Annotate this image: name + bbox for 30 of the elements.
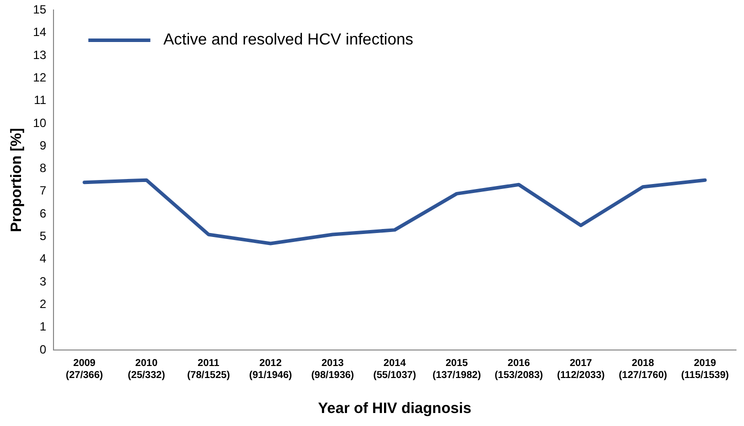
y-tick-label: 0: [40, 342, 47, 356]
y-tick-label: 15: [32, 2, 47, 17]
x-tick-label: 2016 (153/2083): [494, 358, 543, 381]
x-tick-label: 2015 (137/1982): [432, 358, 481, 381]
x-tick-label: 2012 (91/1946): [249, 358, 292, 381]
y-tick-label: 14: [32, 25, 47, 40]
x-tick-label: 2017 (112/2033): [556, 358, 605, 381]
x-tick-label: 2011 (78/1525): [187, 358, 230, 381]
x-tick-label: 2014 (55/1037): [373, 358, 416, 381]
y-tick-label: 7: [40, 184, 47, 198]
y-tick-label: 3: [40, 274, 47, 288]
x-axis-title: Year of HIV diagnosis: [318, 400, 472, 418]
x-tick-label: 2009 (27/366): [66, 358, 103, 381]
x-tick-label: 2018 (127/1760): [618, 358, 668, 381]
legend-label: Active and resolved HCV infections: [163, 32, 414, 49]
y-tick-label: 9: [40, 138, 47, 152]
y-tick-label: 8: [40, 161, 47, 176]
y-tick-label: 2: [40, 297, 47, 312]
x-tick-label: 2013 (98/1936): [311, 358, 354, 381]
x-tick-label: 2010 (25/332): [128, 358, 166, 381]
x-tick-label: 2019 (115/1539): [681, 358, 729, 381]
y-axis-title: Proportion [%]: [8, 128, 26, 232]
y-tick-label: 4: [40, 252, 47, 266]
y-tick-label: 13: [32, 48, 47, 62]
y-tick-label: 1: [40, 320, 47, 334]
y-tick-label: 11: [34, 93, 47, 108]
y-tick-label: 10: [32, 116, 47, 130]
y-tick-label: 12: [32, 70, 47, 84]
y-tick-label: 5: [40, 229, 47, 244]
y-tick-label: 6: [40, 206, 47, 220]
